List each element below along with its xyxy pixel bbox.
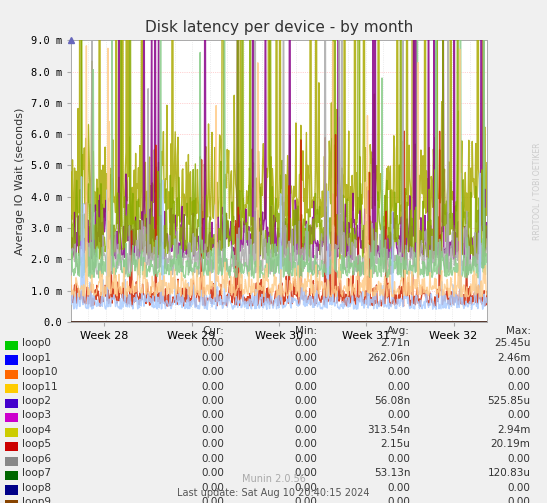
Text: 0.00: 0.00: [294, 425, 317, 435]
Text: 0.00: 0.00: [387, 454, 410, 464]
Text: 120.83u: 120.83u: [487, 468, 531, 478]
Text: 0.00: 0.00: [201, 367, 224, 377]
Text: Min:: Min:: [295, 326, 317, 336]
Text: 0.00: 0.00: [201, 396, 224, 406]
Text: 262.06n: 262.06n: [367, 353, 410, 363]
Text: 0.00: 0.00: [294, 367, 317, 377]
Text: loop7: loop7: [22, 468, 51, 478]
Text: Avg:: Avg:: [387, 326, 410, 336]
Text: loop11: loop11: [22, 382, 57, 392]
Text: loop10: loop10: [22, 367, 57, 377]
Bar: [5, 485, 18, 494]
Text: 25.45u: 25.45u: [494, 339, 531, 348]
Text: 0.00: 0.00: [294, 339, 317, 348]
Bar: [5, 413, 18, 423]
Text: Max:: Max:: [505, 326, 531, 336]
Text: loop9: loop9: [22, 497, 51, 503]
Text: 0.00: 0.00: [201, 483, 224, 492]
Text: Cur:: Cur:: [202, 326, 224, 336]
Text: Last update: Sat Aug 10 20:40:15 2024: Last update: Sat Aug 10 20:40:15 2024: [177, 488, 370, 498]
Text: 2.71n: 2.71n: [380, 339, 410, 348]
Text: RRDTOOL / TOBI OETIKER: RRDTOOL / TOBI OETIKER: [533, 142, 542, 240]
Bar: [5, 442, 18, 451]
Text: 0.00: 0.00: [387, 382, 410, 392]
Text: 0.00: 0.00: [201, 497, 224, 503]
Text: 0.00: 0.00: [201, 339, 224, 348]
Text: loop1: loop1: [22, 353, 51, 363]
Text: 0.00: 0.00: [294, 497, 317, 503]
Text: 0.00: 0.00: [294, 353, 317, 363]
Y-axis label: Average IO Wait (seconds): Average IO Wait (seconds): [15, 108, 25, 255]
Bar: [5, 500, 18, 503]
Text: loop3: loop3: [22, 410, 51, 421]
Text: 0.00: 0.00: [201, 353, 224, 363]
Text: 0.00: 0.00: [508, 454, 531, 464]
Bar: [5, 384, 18, 393]
Text: 0.00: 0.00: [201, 468, 224, 478]
Bar: [5, 457, 18, 466]
Text: loop0: loop0: [22, 339, 51, 348]
Text: 0.00: 0.00: [508, 367, 531, 377]
Text: 0.00: 0.00: [387, 497, 410, 503]
Text: loop2: loop2: [22, 396, 51, 406]
Bar: [5, 341, 18, 350]
Text: 0.00: 0.00: [294, 454, 317, 464]
Text: loop5: loop5: [22, 439, 51, 449]
Bar: [5, 356, 18, 365]
Text: 53.13n: 53.13n: [374, 468, 410, 478]
Text: 0.00: 0.00: [201, 425, 224, 435]
Bar: [5, 399, 18, 408]
Text: 0.00: 0.00: [508, 410, 531, 421]
Text: loop4: loop4: [22, 425, 51, 435]
Bar: [5, 370, 18, 379]
Text: 0.00: 0.00: [508, 382, 531, 392]
Text: 0.00: 0.00: [201, 439, 224, 449]
Text: 2.94m: 2.94m: [497, 425, 531, 435]
Text: 313.54n: 313.54n: [367, 425, 410, 435]
Text: 0.00: 0.00: [294, 439, 317, 449]
Text: 0.00: 0.00: [387, 367, 410, 377]
Text: 0.00: 0.00: [294, 483, 317, 492]
Text: Munin 2.0.56: Munin 2.0.56: [242, 474, 305, 484]
Text: 0.00: 0.00: [387, 483, 410, 492]
Text: 2.15u: 2.15u: [380, 439, 410, 449]
Text: 0.00: 0.00: [294, 382, 317, 392]
Text: 0.00: 0.00: [201, 410, 224, 421]
Text: 0.00: 0.00: [294, 410, 317, 421]
Text: 0.00: 0.00: [201, 454, 224, 464]
Text: 0.00: 0.00: [387, 410, 410, 421]
Text: 0.00: 0.00: [508, 497, 531, 503]
Text: 525.85u: 525.85u: [487, 396, 531, 406]
Text: 56.08n: 56.08n: [374, 396, 410, 406]
Text: loop8: loop8: [22, 483, 51, 492]
Text: 0.00: 0.00: [294, 468, 317, 478]
Text: 2.46m: 2.46m: [497, 353, 531, 363]
Text: loop6: loop6: [22, 454, 51, 464]
Title: Disk latency per device - by month: Disk latency per device - by month: [145, 20, 413, 35]
Text: 0.00: 0.00: [508, 483, 531, 492]
Text: 0.00: 0.00: [294, 396, 317, 406]
Bar: [5, 471, 18, 480]
Text: 0.00: 0.00: [201, 382, 224, 392]
Text: 20.19m: 20.19m: [491, 439, 531, 449]
Bar: [5, 428, 18, 437]
